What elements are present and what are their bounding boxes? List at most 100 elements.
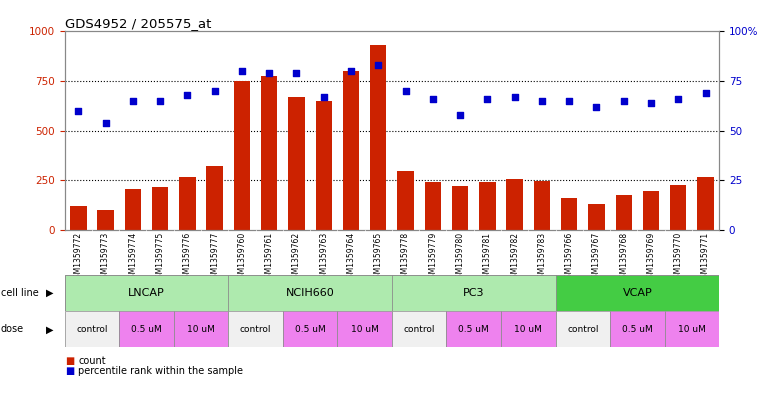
Text: ■: ■ [65, 356, 74, 366]
Text: percentile rank within the sample: percentile rank within the sample [78, 366, 244, 376]
Bar [643, 191, 659, 230]
Text: LNCAP: LNCAP [128, 288, 165, 298]
Point [317, 94, 330, 100]
Bar [392, 311, 447, 347]
Text: 10 uM: 10 uM [514, 325, 542, 334]
Point [100, 119, 112, 126]
Bar [452, 186, 468, 230]
Bar [65, 275, 228, 311]
Bar [174, 311, 228, 347]
Bar [206, 166, 223, 230]
Point [291, 70, 303, 76]
Text: 0.5 uM: 0.5 uM [622, 325, 653, 334]
Point [672, 96, 684, 102]
Point [209, 88, 221, 94]
Point [563, 98, 575, 104]
Point [400, 88, 412, 94]
Text: GSM1359766: GSM1359766 [565, 232, 574, 283]
Bar [337, 311, 392, 347]
Text: 0.5 uM: 0.5 uM [131, 325, 162, 334]
Text: GSM1359773: GSM1359773 [101, 232, 110, 283]
Bar [392, 275, 556, 311]
Bar [616, 195, 632, 230]
Bar [561, 198, 578, 230]
Text: GSM1359774: GSM1359774 [129, 232, 137, 283]
Text: dose: dose [1, 324, 24, 334]
Bar [152, 187, 168, 230]
Bar [664, 311, 719, 347]
Text: control: control [240, 325, 272, 334]
Bar [70, 206, 87, 230]
Text: ▶: ▶ [46, 288, 53, 298]
Text: GSM1359780: GSM1359780 [456, 232, 464, 283]
Point [508, 94, 521, 100]
Bar [556, 311, 610, 347]
Point [645, 100, 657, 106]
Bar [288, 97, 304, 230]
Bar [588, 204, 605, 230]
Point [591, 104, 603, 110]
Text: 10 uM: 10 uM [678, 325, 705, 334]
Text: GSM1359768: GSM1359768 [619, 232, 628, 283]
Bar [125, 189, 141, 230]
Point [236, 68, 248, 74]
Bar [370, 45, 387, 230]
Bar [479, 182, 495, 230]
Point [618, 98, 630, 104]
Bar [234, 81, 250, 230]
Bar [697, 177, 714, 230]
Bar [397, 171, 414, 230]
Bar [261, 76, 277, 230]
Text: 10 uM: 10 uM [351, 325, 378, 334]
Bar [533, 181, 550, 230]
Text: GSM1359769: GSM1359769 [647, 232, 655, 283]
Bar [228, 275, 392, 311]
Bar [447, 311, 501, 347]
Text: PC3: PC3 [463, 288, 485, 298]
Text: count: count [78, 356, 106, 366]
Point [345, 68, 357, 74]
Text: control: control [403, 325, 435, 334]
Bar [556, 275, 719, 311]
Bar [97, 210, 114, 230]
Text: 0.5 uM: 0.5 uM [458, 325, 489, 334]
Text: control: control [76, 325, 108, 334]
Text: GSM1359770: GSM1359770 [673, 232, 683, 283]
Text: ■: ■ [65, 366, 74, 376]
Bar [119, 311, 174, 347]
Text: GSM1359771: GSM1359771 [701, 232, 710, 283]
Bar [180, 177, 196, 230]
Text: NCIH660: NCIH660 [285, 288, 335, 298]
Text: GSM1359779: GSM1359779 [428, 232, 438, 283]
Text: GSM1359776: GSM1359776 [183, 232, 192, 283]
Bar [65, 311, 119, 347]
Text: GSM1359781: GSM1359781 [483, 232, 492, 283]
Text: 0.5 uM: 0.5 uM [295, 325, 326, 334]
Point [427, 96, 439, 102]
Text: GSM1359778: GSM1359778 [401, 232, 410, 283]
Point [699, 90, 712, 96]
Point [454, 112, 466, 118]
Bar [343, 71, 359, 230]
Point [481, 96, 493, 102]
Bar [501, 311, 556, 347]
Text: 10 uM: 10 uM [187, 325, 215, 334]
Text: cell line: cell line [1, 288, 39, 298]
Point [536, 98, 548, 104]
Text: GDS4952 / 205575_at: GDS4952 / 205575_at [65, 17, 211, 30]
Text: ▶: ▶ [46, 324, 53, 334]
Point [263, 70, 275, 76]
Text: GSM1359775: GSM1359775 [156, 232, 164, 283]
Bar [228, 311, 283, 347]
Bar [507, 179, 523, 230]
Point [72, 108, 84, 114]
Text: GSM1359783: GSM1359783 [537, 232, 546, 283]
Text: GSM1359763: GSM1359763 [320, 232, 328, 283]
Point [372, 62, 384, 68]
Text: GSM1359767: GSM1359767 [592, 232, 601, 283]
Bar [283, 311, 337, 347]
Point [154, 98, 166, 104]
Bar [316, 101, 332, 230]
Text: GSM1359764: GSM1359764 [346, 232, 355, 283]
Text: control: control [567, 325, 599, 334]
